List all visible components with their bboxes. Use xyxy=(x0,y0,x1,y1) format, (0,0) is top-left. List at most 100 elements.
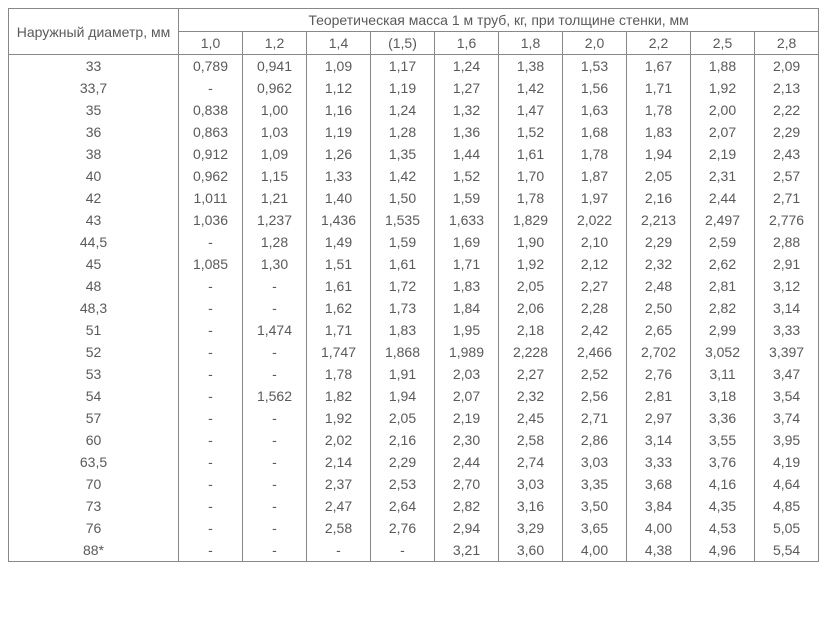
value-cell: 1,21 xyxy=(243,187,307,209)
table-row: 400,9621,151,331,421,521,701,872,052,312… xyxy=(9,165,819,187)
table-row: 431,0361,2371,4361,5351,6331,8292,0222,2… xyxy=(9,209,819,231)
value-cell: 2,07 xyxy=(691,121,755,143)
value-cell: - xyxy=(243,407,307,429)
diameter-cell: 44,5 xyxy=(9,231,179,253)
value-cell: 1,62 xyxy=(307,297,371,319)
value-cell: 3,35 xyxy=(563,473,627,495)
value-cell: 1,71 xyxy=(307,319,371,341)
table-row: 60--2,022,162,302,582,863,143,553,95 xyxy=(9,429,819,451)
value-cell: 2,52 xyxy=(563,363,627,385)
value-cell: 2,74 xyxy=(499,451,563,473)
value-cell: 3,21 xyxy=(435,539,499,562)
table-row: 330,7890,9411,091,171,241,381,531,671,88… xyxy=(9,55,819,78)
value-cell: 0,912 xyxy=(179,143,243,165)
value-cell: 1,67 xyxy=(627,55,691,78)
value-cell: 1,52 xyxy=(499,121,563,143)
value-cell: 2,53 xyxy=(371,473,435,495)
value-cell: 2,27 xyxy=(563,275,627,297)
value-cell: 1,474 xyxy=(243,319,307,341)
value-cell: 1,61 xyxy=(499,143,563,165)
value-cell: 1,59 xyxy=(371,231,435,253)
value-cell: - xyxy=(243,473,307,495)
value-cell: 2,57 xyxy=(755,165,819,187)
value-cell: 1,15 xyxy=(243,165,307,187)
value-cell: 1,53 xyxy=(563,55,627,78)
value-cell: 2,29 xyxy=(371,451,435,473)
value-cell: 1,78 xyxy=(563,143,627,165)
pipe-mass-table: Наружный диаметр, мм Теоретическая масса… xyxy=(8,8,819,562)
value-cell: 1,12 xyxy=(307,77,371,99)
value-cell: 2,43 xyxy=(755,143,819,165)
thickness-col: 2,5 xyxy=(691,32,755,55)
value-cell: 1,83 xyxy=(371,319,435,341)
table-row: 33,7-0,9621,121,191,271,421,561,711,922,… xyxy=(9,77,819,99)
value-cell: 2,466 xyxy=(563,341,627,363)
value-cell: 1,49 xyxy=(307,231,371,253)
value-cell: 3,16 xyxy=(499,495,563,517)
value-cell: 1,56 xyxy=(563,77,627,99)
value-cell: 1,28 xyxy=(243,231,307,253)
value-cell: 1,26 xyxy=(307,143,371,165)
value-cell: 1,011 xyxy=(179,187,243,209)
value-cell: 1,989 xyxy=(435,341,499,363)
value-cell: 1,24 xyxy=(435,55,499,78)
value-cell: 0,962 xyxy=(243,77,307,99)
value-cell: 1,71 xyxy=(627,77,691,99)
value-cell: 3,11 xyxy=(691,363,755,385)
value-cell: - xyxy=(179,77,243,99)
table-row: 52--1,7471,8681,9892,2282,4662,7023,0523… xyxy=(9,341,819,363)
table-row: 54-1,5621,821,942,072,322,562,813,183,54 xyxy=(9,385,819,407)
value-cell: 1,44 xyxy=(435,143,499,165)
value-cell: 1,633 xyxy=(435,209,499,231)
value-cell: 1,38 xyxy=(499,55,563,78)
value-cell: 1,03 xyxy=(243,121,307,143)
value-cell: 1,535 xyxy=(371,209,435,231)
value-cell: 0,838 xyxy=(179,99,243,121)
value-cell: 2,776 xyxy=(755,209,819,231)
value-cell: 4,38 xyxy=(627,539,691,562)
value-cell: 2,29 xyxy=(627,231,691,253)
value-cell: 2,81 xyxy=(627,385,691,407)
value-cell: 2,44 xyxy=(691,187,755,209)
value-cell: 2,02 xyxy=(307,429,371,451)
value-cell: 0,789 xyxy=(179,55,243,78)
value-cell: 1,78 xyxy=(499,187,563,209)
table-row: 73--2,472,642,823,163,503,844,354,85 xyxy=(9,495,819,517)
table-row: 380,9121,091,261,351,441,611,781,942,192… xyxy=(9,143,819,165)
value-cell: 1,90 xyxy=(499,231,563,253)
value-cell: 1,40 xyxy=(307,187,371,209)
value-cell: 3,14 xyxy=(755,297,819,319)
value-cell: - xyxy=(243,341,307,363)
value-cell: 3,84 xyxy=(627,495,691,517)
value-cell: 1,84 xyxy=(435,297,499,319)
value-cell: 0,863 xyxy=(179,121,243,143)
value-cell: - xyxy=(371,539,435,562)
diameter-cell: 57 xyxy=(9,407,179,429)
value-cell: 1,085 xyxy=(179,253,243,275)
value-cell: 1,91 xyxy=(371,363,435,385)
value-cell: 2,42 xyxy=(563,319,627,341)
value-cell: 2,91 xyxy=(755,253,819,275)
value-cell: 2,497 xyxy=(691,209,755,231)
diameter-cell: 33 xyxy=(9,55,179,78)
value-cell: 1,83 xyxy=(627,121,691,143)
diameter-cell: 70 xyxy=(9,473,179,495)
value-cell: 2,45 xyxy=(499,407,563,429)
value-cell: 1,97 xyxy=(563,187,627,209)
value-cell: 1,83 xyxy=(435,275,499,297)
value-cell: 1,562 xyxy=(243,385,307,407)
value-cell: 2,06 xyxy=(499,297,563,319)
value-cell: 1,71 xyxy=(435,253,499,275)
value-cell: 3,052 xyxy=(691,341,755,363)
value-cell: 1,747 xyxy=(307,341,371,363)
table-header: Наружный диаметр, мм Теоретическая масса… xyxy=(9,9,819,55)
value-cell: 1,88 xyxy=(691,55,755,78)
diameter-cell: 36 xyxy=(9,121,179,143)
value-cell: 1,70 xyxy=(499,165,563,187)
value-cell: 3,65 xyxy=(563,517,627,539)
value-cell: 1,95 xyxy=(435,319,499,341)
value-cell: 2,27 xyxy=(499,363,563,385)
value-cell: 1,09 xyxy=(307,55,371,78)
value-cell: 4,00 xyxy=(563,539,627,562)
value-cell: 2,09 xyxy=(755,55,819,78)
